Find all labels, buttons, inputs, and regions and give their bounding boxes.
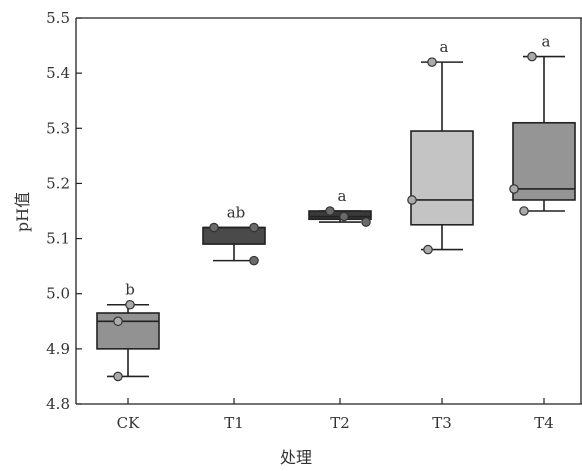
data-point xyxy=(249,222,259,233)
y-tick-label: 5.3 xyxy=(46,119,70,137)
box-iqr xyxy=(410,130,474,226)
data-point xyxy=(249,255,259,266)
y-tick-label: 4.9 xyxy=(46,340,70,358)
significance-label: a xyxy=(440,38,449,56)
data-point xyxy=(509,184,519,194)
box-t2: a xyxy=(308,187,372,227)
y-tick-label: 5.0 xyxy=(46,285,70,303)
x-tick-label: T2 xyxy=(330,414,350,432)
significance-label: b xyxy=(125,281,135,299)
y-tick-label: 5.2 xyxy=(46,174,70,192)
y-tick-label: 5.5 xyxy=(46,9,70,27)
box-series: b ab a a a xyxy=(96,33,576,382)
data-point xyxy=(113,371,123,382)
box-iqr xyxy=(512,121,576,201)
data-point xyxy=(325,206,335,216)
box-t3: a xyxy=(407,38,474,255)
y-axis-title: pH值 xyxy=(13,192,32,232)
data-point xyxy=(339,211,349,222)
y-ticks: 4.8 4.9 5.0 5.1 5.2 5.3 5.4 5.5 xyxy=(46,9,82,413)
data-point xyxy=(361,217,371,227)
x-tick-label: T1 xyxy=(224,414,244,432)
y-tick-label: 5.4 xyxy=(46,64,70,82)
x-ticks: CK T1 T2 T3 T4 xyxy=(117,398,554,432)
data-point xyxy=(407,195,417,205)
box-t1: ab xyxy=(202,204,266,266)
box-iqr xyxy=(96,312,160,350)
data-point xyxy=(427,57,437,67)
data-point xyxy=(113,316,123,327)
data-point xyxy=(125,299,135,310)
significance-label: ab xyxy=(227,204,246,222)
data-point xyxy=(423,244,433,255)
axes xyxy=(75,17,582,405)
data-point xyxy=(209,222,219,233)
box-t4: a xyxy=(509,33,576,216)
data-point xyxy=(527,51,537,62)
y-tick-label: 5.1 xyxy=(46,230,70,248)
y-tick-label: 4.8 xyxy=(46,395,70,413)
x-tick-label: T4 xyxy=(534,414,554,432)
x-tick-label: T3 xyxy=(432,414,452,432)
box-ck: b xyxy=(96,281,160,382)
data-point xyxy=(519,206,529,216)
x-tick-label: CK xyxy=(117,414,140,432)
significance-label: a xyxy=(542,33,551,51)
significance-label: a xyxy=(338,187,347,205)
x-axis-title: 处理 xyxy=(280,448,312,467)
